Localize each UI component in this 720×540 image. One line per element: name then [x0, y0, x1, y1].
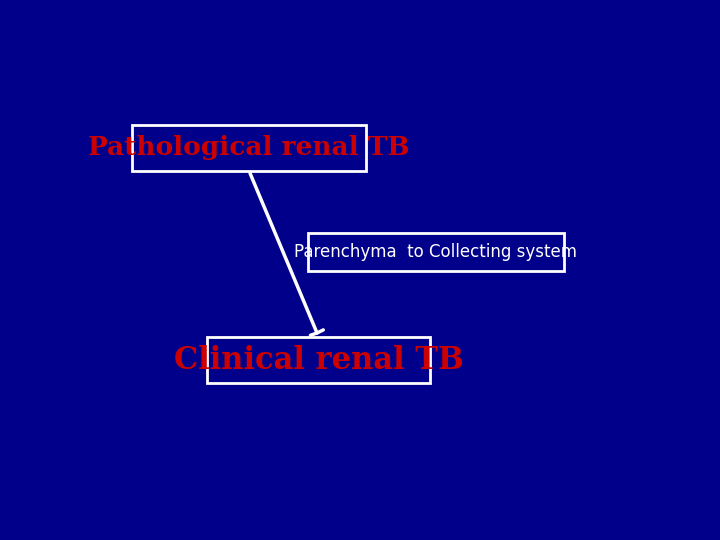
Text: Parenchyma  to Collecting system: Parenchyma to Collecting system [294, 243, 577, 261]
Text: Pathological renal TB: Pathological renal TB [89, 136, 410, 160]
FancyBboxPatch shape [307, 233, 564, 271]
Text: Clinical renal TB: Clinical renal TB [174, 345, 464, 375]
FancyBboxPatch shape [207, 337, 431, 383]
FancyBboxPatch shape [132, 125, 366, 171]
